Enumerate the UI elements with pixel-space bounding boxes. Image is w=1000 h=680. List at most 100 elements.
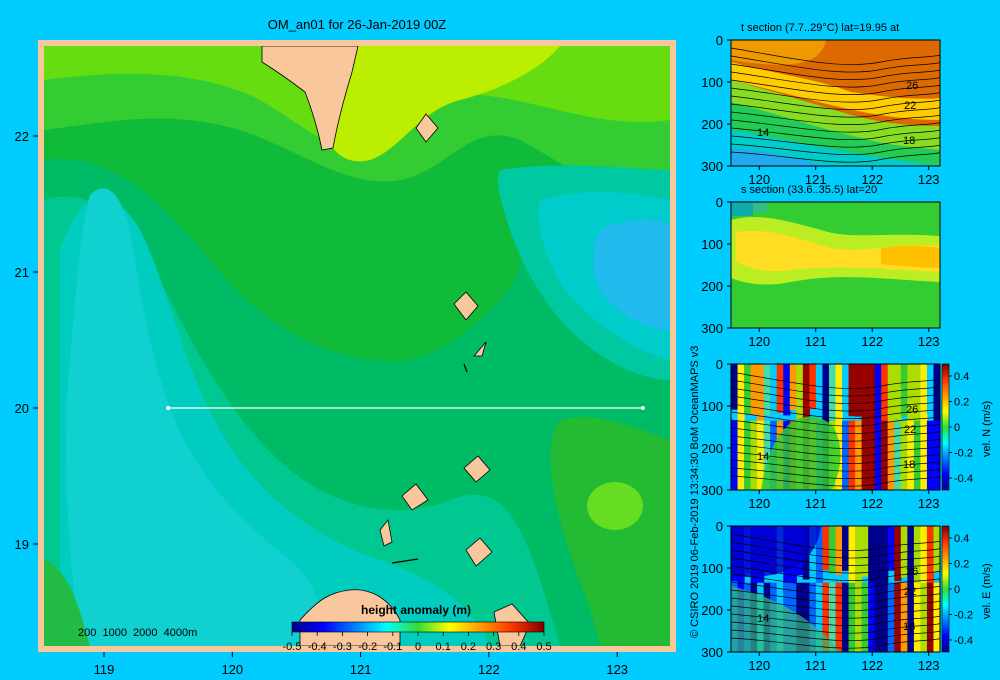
panel-s-section: s section (33.6..35.5) lat=20 0 100 200 300 1… [701,184,941,349]
panel-y-tick-label: 0 [716,519,723,534]
colorbar-tick-label: 0 [415,641,421,653]
colorbar-tick-label: -0.2 [358,641,377,653]
contour-line [731,451,940,465]
contour-label: 26 [906,80,918,92]
contour-line [731,475,940,487]
panel-colorbar-tick-label: -0.2 [954,448,973,460]
map-y-axis: 22 21 20 19 [15,129,38,552]
field-band-yellowgreen [300,46,560,162]
contour-label: 18 [903,621,915,633]
contour-line [731,613,940,627]
land-island-b [453,291,479,321]
panel-colorbar-tick-label: 0.2 [954,559,969,571]
colorbar-title: height anomaly (m) [361,603,471,617]
panel-colorbar-tick-label: -0.4 [954,473,973,485]
colorbar-tick-label: -0.4 [308,641,327,653]
panel-colorbar-tick-label: 0 [954,422,960,434]
panel-y-tick-label: 200 [701,117,723,132]
contour-line [731,127,940,141]
panel-x-tick-label: 123 [918,334,940,349]
panel-x-tick-label: 121 [805,334,827,349]
contour-line [731,459,940,472]
panel-border [730,39,941,167]
contour-line [731,557,940,574]
contour-line [731,111,940,126]
map-y-tick-label: 19 [15,537,29,552]
contour-label: 26 [906,566,918,578]
map-x-tick-label: 119 [94,662,115,677]
field-band-se-green [550,417,670,646]
contour-label: 14 [757,613,769,625]
panel-colorbar-tick-label: 0 [954,584,960,596]
panel-y-tick-label: 100 [701,237,723,252]
map-field [44,46,670,646]
contour-line [731,597,940,612]
land-island-a [415,113,439,143]
panel-title: t section (7.7..29°C) lat=19.95 at [741,22,899,34]
map-x-tick-label: 123 [606,662,628,677]
contour-line [731,549,940,566]
panel-colorbar-label: vel. N (m/s) [981,401,993,457]
section-start-marker [166,406,171,410]
panel-x-tick-label: 123 [918,658,940,673]
contour-line [731,379,940,397]
colorbar-tick-label: 0.4 [511,641,526,653]
panel-x-tick-label: 121 [805,172,827,187]
contour-line [731,541,940,559]
contour-line [731,467,940,480]
map-x-axis: 119 120 121 122 123 [94,652,628,677]
field-band-sw-green [44,560,90,646]
panel-x-tick-label: 122 [861,334,883,349]
panel-x-tick-label: 122 [861,172,883,187]
panel-y-tick-label: 300 [701,159,723,174]
contour-line [731,533,940,551]
contour-line [731,55,940,73]
contour-line [731,435,940,450]
land-island-g [465,537,493,567]
contour-line [731,47,940,65]
colorbar-tick-label: 0.1 [436,641,451,653]
contour-line [731,371,940,389]
panel-y-tick-label: 100 [701,75,723,90]
contour-label: 22 [904,100,916,112]
panel-x-tick-label: 120 [748,658,770,673]
panel-y-tick-label: 0 [716,33,723,48]
contour-line [731,143,940,156]
panel-x-tick-label: 122 [861,496,883,511]
panel-field: 26 22 14 18 [731,40,940,166]
colorbar-tick-label: -0.3 [333,641,352,653]
panel-y-tick-label: 100 [701,399,723,414]
panel-y-tick-label: 100 [701,561,723,576]
map-y-tick-label: 22 [15,129,29,144]
colorbar-tick-label: -0.5 [283,641,302,653]
panel-colorbar-tick-label: 0.2 [954,397,969,409]
section-panels: t section (7.7..29°C) lat=19.95 at 26 22 14… [701,22,993,673]
contour-line [731,151,940,163]
colorbar [291,621,545,633]
panel-border [730,201,941,329]
panel-y-tick-label: 200 [701,441,723,456]
panel-border [730,363,941,491]
colorbar-ticks: -0.5 -0.4 -0.3 -0.2 -0.1 0 0.1 0.2 0.3 0.4 0.5 [283,632,552,653]
section-end-marker [640,406,645,410]
colorbar-tick-label: -0.1 [383,641,402,653]
panel-colorbar-tick-label: -0.2 [954,610,973,622]
section-line [166,406,645,410]
map-title: OM_an01 for 26-Jan-2019 00Z [268,17,447,32]
panel-y-tick-label: 300 [701,321,723,336]
panel-colorbar-tick-label: 0.4 [954,533,969,545]
contour-line [731,637,940,649]
land-island-f [379,519,393,547]
land-island-c [473,341,487,357]
land-island-e [401,483,429,511]
panel-y-tick-label: 0 [716,357,723,372]
panel-title: s section (33.6..35.5) lat=20 [741,184,877,196]
panel-field: 26 22 14 18 [731,526,940,652]
panel-x-tick-label: 120 [748,496,770,511]
contour-line [731,387,940,404]
colorbar-tick-label: 0.2 [461,641,476,653]
contour-line [731,427,940,442]
contour-line [731,605,940,619]
map-x-tick-label: 121 [350,662,372,677]
contour-line [731,589,940,604]
